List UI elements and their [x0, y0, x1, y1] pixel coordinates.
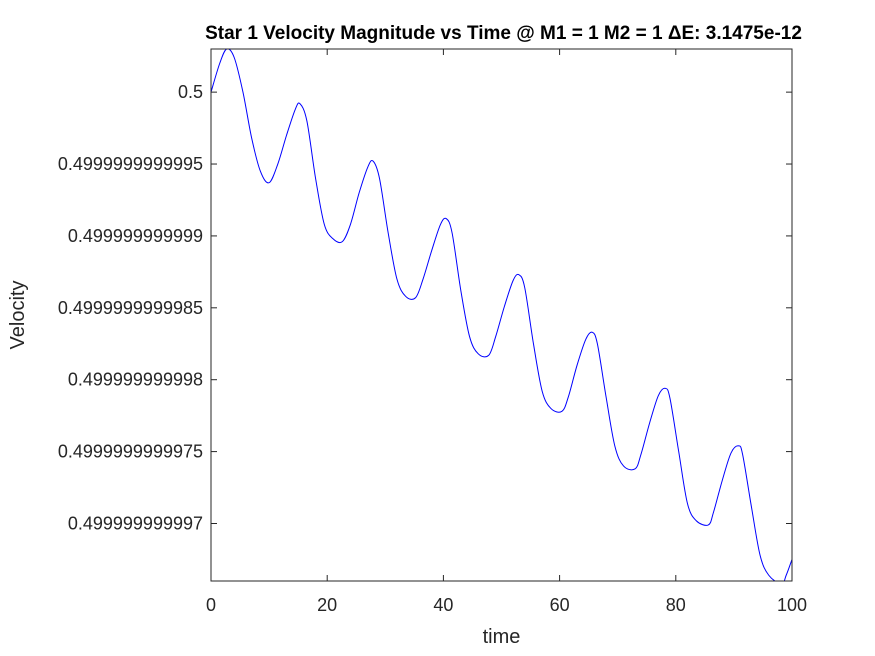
velocity-series-line [211, 49, 792, 581]
y-tick-label: 0.499999999997 [68, 513, 203, 533]
y-tick-label: 0.499999999998 [68, 370, 203, 390]
plot-data [211, 49, 792, 581]
chart-title: Star 1 Velocity Magnitude vs Time @ M1 =… [205, 23, 802, 44]
y-tick-label: 0.499999999999 [68, 226, 203, 246]
axes-box [210, 48, 793, 582]
y-tick-label: 0.5 [178, 82, 203, 102]
y-tick-label: 0.4999999999985 [58, 298, 203, 318]
x-tick-label: 80 [666, 595, 686, 615]
x-tick-label: 100 [777, 595, 807, 615]
x-tick-label: 0 [206, 595, 216, 615]
x-axis-ticks: 0 20 40 60 80 100 [206, 49, 807, 615]
x-tick-label: 40 [433, 595, 453, 615]
x-tick-label: 20 [317, 595, 337, 615]
y-tick-label: 0.4999999999995 [58, 154, 203, 174]
y-axis-ticks: 0.5 0.4999999999995 0.499999999999 0.499999… [58, 82, 792, 533]
x-axis-label: time [483, 626, 521, 648]
x-tick-label: 60 [550, 595, 570, 615]
y-axis-label: Velocity [7, 281, 29, 350]
y-tick-label: 0.4999999999975 [58, 442, 203, 462]
